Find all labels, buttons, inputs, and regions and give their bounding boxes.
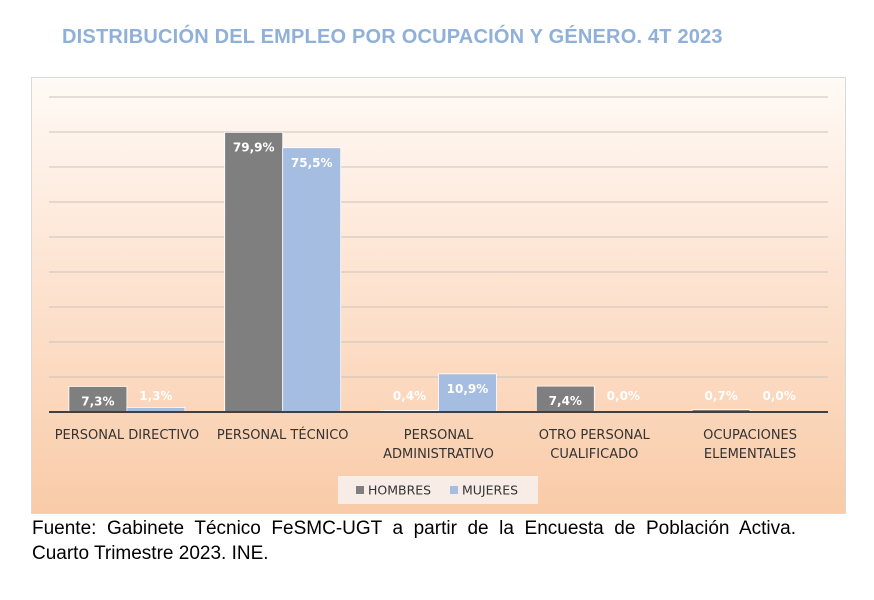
source-note: Fuente: Gabinete Técnico FeSMC-UGT a par… (32, 518, 796, 564)
category-label: PERSONAL DIRECTIVO (55, 428, 199, 443)
bar-hombres (535, 385, 595, 413)
category-label: ELEMENTALES (704, 447, 796, 462)
category-label: PERSONAL (404, 428, 474, 443)
category-label: CUALIFICADO (550, 447, 638, 462)
category-label: PERSONAL TÉCNICO (217, 427, 349, 443)
bar-hombres (224, 131, 284, 413)
bar-hombres (68, 386, 128, 413)
data-label: 7,4% (549, 394, 582, 408)
data-label: 0,4% (393, 389, 426, 403)
data-label: 1,3% (139, 389, 172, 403)
data-label: 0,0% (762, 389, 795, 403)
data-label: 79,9% (233, 140, 275, 154)
bar-mujeres (438, 373, 497, 413)
category-label: ADMINISTRATIVO (383, 447, 494, 462)
category-label: OCUPACIONES (703, 428, 797, 443)
legend-swatch (356, 486, 364, 494)
category-label: OTRO PERSONAL (539, 428, 651, 443)
bar-mujeres (282, 147, 342, 413)
data-label: 0,7% (704, 389, 737, 403)
legend-swatch (450, 486, 458, 494)
data-label: 75,5% (291, 156, 333, 170)
legend-label: HOMBRES (368, 483, 431, 498)
bar-chart: 7,3% 1,3% PERSONAL DIRECTIVO 79,9% 75,5% PERS… (49, 96, 828, 504)
data-label: 10,9% (447, 382, 489, 396)
page-title: DISTRIBUCIÓN DEL EMPLEO POR OCUPACIÓN Y … (62, 26, 723, 48)
data-label: 0,0% (607, 389, 640, 403)
data-label: 7,3% (81, 394, 114, 408)
legend-label: MUJERES (462, 483, 518, 498)
legend-box (338, 476, 538, 504)
chart-area: 7,3% 1,3% PERSONAL DIRECTIVO 79,9% 75,5% PERS… (31, 77, 846, 514)
